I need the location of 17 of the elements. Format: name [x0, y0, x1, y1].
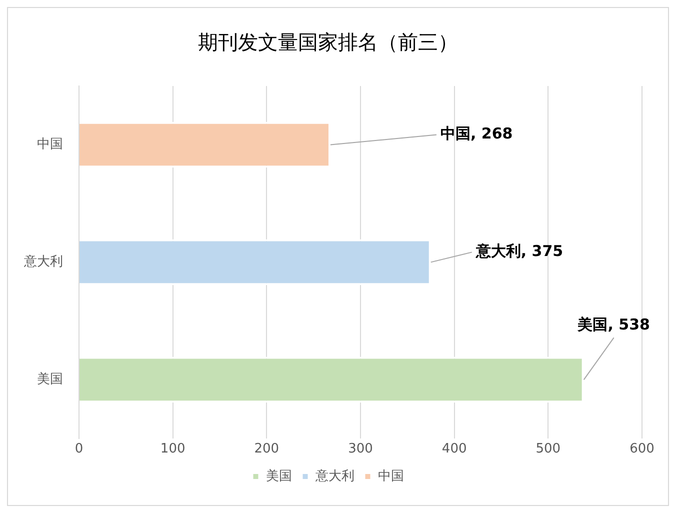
x-tick-label: 400 [442, 442, 467, 457]
x-tick-label: 100 [160, 442, 186, 457]
chart-title: 期刊发文量国家排名（前三） [198, 30, 458, 54]
y-tick-label: 意大利 [23, 254, 63, 270]
y-tick-label: 中国 [37, 137, 63, 152]
legend-label: 中国 [378, 468, 404, 484]
y-tick-label: 美国 [37, 371, 63, 388]
x-tick-label: 0 [74, 442, 84, 457]
data-label: 意大利, 375 [474, 242, 564, 260]
legend-label: 意大利 [314, 468, 354, 484]
x-tick-label: 500 [536, 442, 561, 457]
x-tick-label: 200 [254, 442, 280, 457]
data-label: 美国, 538 [576, 316, 650, 334]
data-label: 中国, 268 [440, 124, 513, 143]
x-tick-label: 300 [348, 442, 373, 457]
x-tick-label: 600 [630, 442, 654, 457]
legend-label: 美国 [266, 468, 292, 484]
